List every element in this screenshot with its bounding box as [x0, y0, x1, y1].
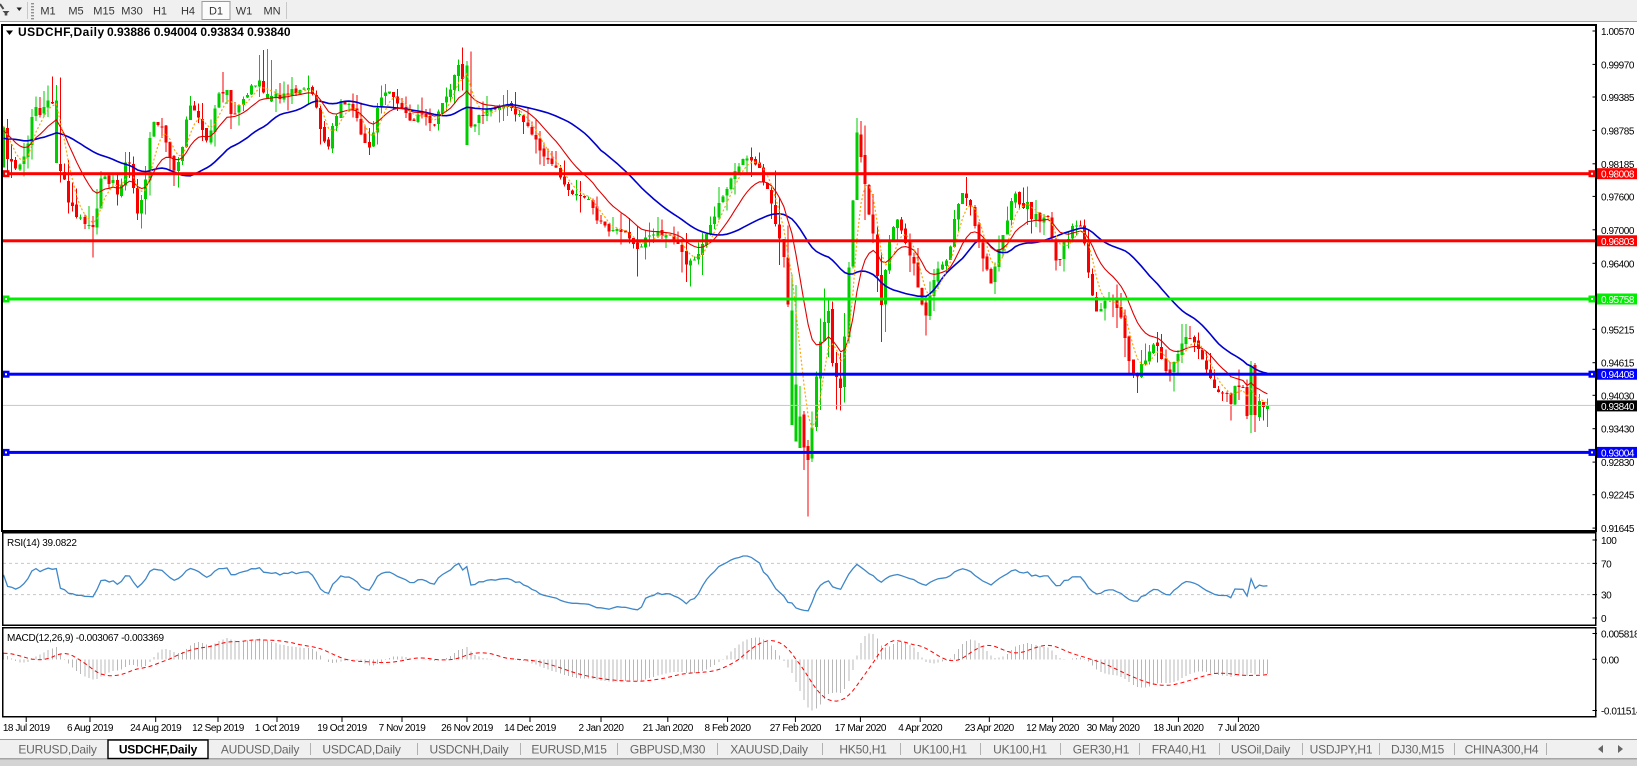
svg-text:USDCHF,Daily: USDCHF,Daily [18, 25, 105, 39]
svg-text:GBPUSD,M30: GBPUSD,M30 [630, 743, 706, 757]
svg-text:HK50,H1: HK50,H1 [839, 743, 887, 757]
svg-text:2 Jan 2020: 2 Jan 2020 [579, 723, 625, 734]
svg-text:12 Sep 2019: 12 Sep 2019 [192, 723, 245, 734]
svg-text:CHINA300,H4: CHINA300,H4 [1465, 743, 1539, 757]
svg-text:0.93840: 0.93840 [1601, 402, 1635, 413]
svg-text:EURUSD,M15: EURUSD,M15 [531, 743, 607, 757]
svg-text:M1: M1 [40, 6, 55, 18]
svg-text:6 Aug 2019: 6 Aug 2019 [67, 723, 114, 734]
svg-text:0.99970: 0.99970 [1601, 60, 1635, 71]
svg-text:USDCHF,Daily: USDCHF,Daily [119, 743, 198, 757]
svg-text:USDCNH,Daily: USDCNH,Daily [430, 743, 509, 757]
svg-text:0.005818: 0.005818 [1601, 630, 1637, 641]
svg-text:0.96400: 0.96400 [1601, 259, 1635, 270]
svg-text:USOil,Daily: USOil,Daily [1231, 743, 1290, 757]
svg-text:0.98185: 0.98185 [1601, 160, 1635, 171]
svg-text:W1: W1 [236, 6, 253, 18]
svg-text:FRA40,H1: FRA40,H1 [1152, 743, 1207, 757]
svg-text:0.00: 0.00 [1601, 655, 1620, 666]
svg-text:USDJPY,H1: USDJPY,H1 [1310, 743, 1373, 757]
svg-text:USDCAD,Daily: USDCAD,Daily [322, 743, 400, 757]
svg-text:1.00570: 1.00570 [1601, 27, 1635, 38]
svg-text:19 Oct 2019: 19 Oct 2019 [317, 723, 367, 734]
svg-text:EURUSD,Daily: EURUSD,Daily [18, 743, 96, 757]
svg-text:14 Dec 2019: 14 Dec 2019 [504, 723, 557, 734]
svg-text:0.97600: 0.97600 [1601, 192, 1635, 203]
svg-text:1 Oct 2019: 1 Oct 2019 [255, 723, 300, 734]
svg-text:0.95215: 0.95215 [1601, 325, 1635, 336]
svg-text:0.94615: 0.94615 [1601, 359, 1635, 370]
svg-text:0.97000: 0.97000 [1601, 226, 1635, 237]
svg-text:0.92830: 0.92830 [1601, 458, 1635, 469]
svg-text:8 Feb 2020: 8 Feb 2020 [705, 723, 752, 734]
svg-text:AUDUSD,Daily: AUDUSD,Daily [221, 743, 299, 757]
svg-text:0.96803: 0.96803 [1601, 237, 1635, 248]
svg-text:18 Jul 2019: 18 Jul 2019 [3, 723, 51, 734]
svg-text:17 Mar 2020: 17 Mar 2020 [835, 723, 887, 734]
svg-text:0.93886 0.94004 0.93834 0.9384: 0.93886 0.94004 0.93834 0.93840 [107, 25, 291, 39]
svg-text:H1: H1 [153, 6, 167, 18]
svg-text:GER30,H1: GER30,H1 [1073, 743, 1130, 757]
svg-text:M15: M15 [93, 6, 114, 18]
svg-text:7 Nov 2019: 7 Nov 2019 [379, 723, 427, 734]
svg-text:0.95758: 0.95758 [1601, 295, 1635, 306]
svg-text:21 Jan 2020: 21 Jan 2020 [643, 723, 694, 734]
svg-text:0.94408: 0.94408 [1601, 370, 1635, 381]
svg-text:70: 70 [1601, 559, 1612, 570]
svg-text:30 May 2020: 30 May 2020 [1087, 723, 1141, 734]
svg-text:0.91645: 0.91645 [1601, 524, 1635, 535]
svg-text:UK100,H1: UK100,H1 [993, 743, 1047, 757]
svg-text:M30: M30 [121, 6, 142, 18]
svg-text:H4: H4 [181, 6, 195, 18]
svg-text:0: 0 [1601, 614, 1607, 625]
svg-text:UK100,H1: UK100,H1 [913, 743, 967, 757]
svg-text:D1: D1 [209, 6, 223, 18]
svg-text:27 Feb 2020: 27 Feb 2020 [770, 723, 822, 734]
svg-text:26 Nov 2019: 26 Nov 2019 [441, 723, 494, 734]
svg-text:0.98008: 0.98008 [1601, 170, 1635, 181]
svg-text:7 Jul 2020: 7 Jul 2020 [1218, 723, 1261, 734]
svg-text:18 Jun 2020: 18 Jun 2020 [1153, 723, 1204, 734]
svg-text:4 Apr 2020: 4 Apr 2020 [898, 723, 943, 734]
svg-text:23 Apr 2020: 23 Apr 2020 [965, 723, 1015, 734]
svg-text:-0.011514: -0.011514 [1601, 707, 1637, 718]
svg-text:30: 30 [1601, 591, 1612, 602]
svg-text:XAUUSD,Daily: XAUUSD,Daily [730, 743, 808, 757]
svg-text:MN: MN [263, 6, 280, 18]
svg-text:0.98785: 0.98785 [1601, 126, 1635, 137]
svg-text:0.93004: 0.93004 [1601, 448, 1635, 459]
svg-text:MACD(12,26,9) -0.003067 -0.003: MACD(12,26,9) -0.003067 -0.003369 [7, 633, 165, 644]
svg-text:0.92245: 0.92245 [1601, 491, 1635, 502]
svg-text:RSI(14) 39.0822: RSI(14) 39.0822 [7, 538, 77, 549]
svg-text:DJ30,M15: DJ30,M15 [1391, 743, 1445, 757]
svg-text:M5: M5 [68, 6, 83, 18]
svg-text:100: 100 [1601, 536, 1617, 547]
svg-text:0.93430: 0.93430 [1601, 425, 1635, 436]
svg-text:0.99385: 0.99385 [1601, 93, 1635, 104]
svg-text:24 Aug 2019: 24 Aug 2019 [130, 723, 182, 734]
svg-text:0.94030: 0.94030 [1601, 391, 1635, 402]
svg-text:12 May 2020: 12 May 2020 [1026, 723, 1080, 734]
